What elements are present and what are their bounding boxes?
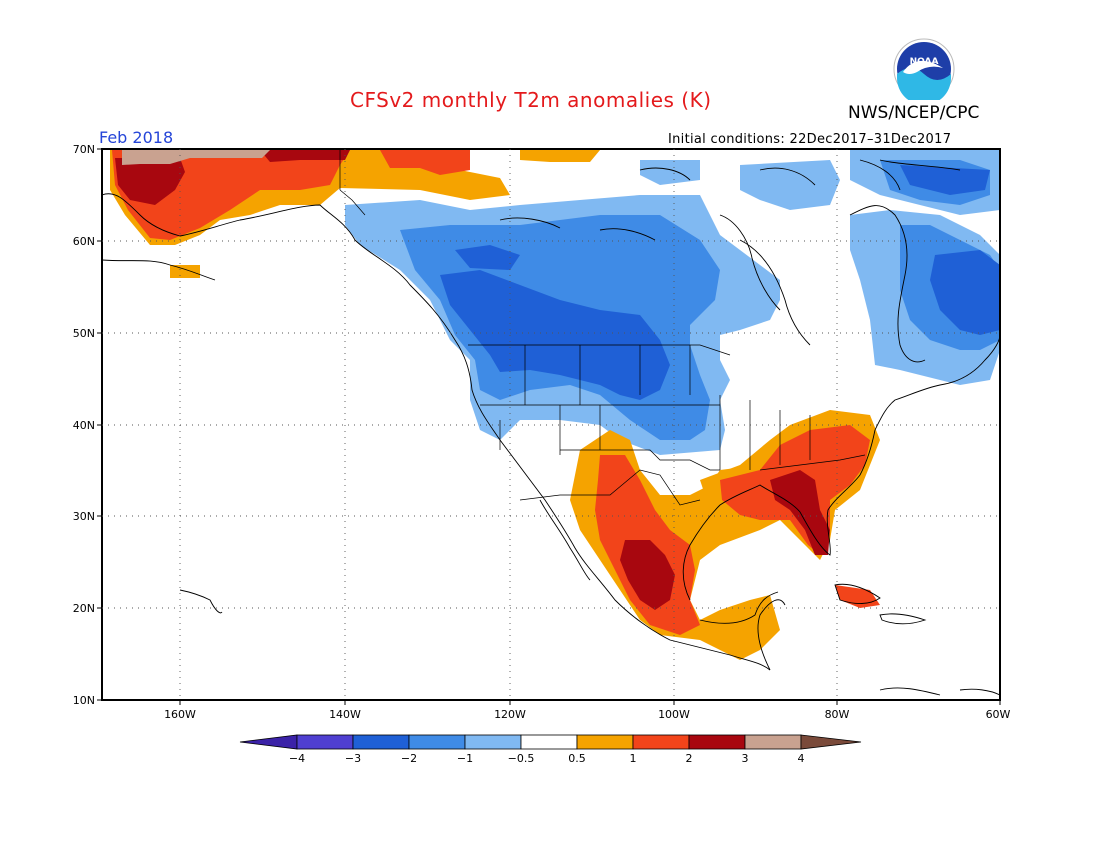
- caribbean-warm-red: [835, 585, 880, 608]
- borders: [339, 150, 866, 506]
- arctic-cold-light: [640, 160, 700, 185]
- labrador-cold-darkblue: [930, 250, 1000, 335]
- agency-label: NWS/NCEP/CPC: [848, 103, 980, 123]
- noaa-logo-icon: NOAA: [893, 38, 955, 100]
- colorbar-label: 3: [742, 752, 749, 765]
- colorbar-label: −2: [401, 752, 417, 765]
- colorbar-label: 0.5: [568, 752, 586, 765]
- lon-label: 60W: [986, 708, 1011, 721]
- colorbar-label: −1: [457, 752, 473, 765]
- colorbar-label: 4: [798, 752, 805, 765]
- lat-label: 60N: [73, 235, 95, 248]
- colorbar-swatch: [688, 734, 746, 750]
- colorbar-swatch: [408, 734, 466, 750]
- lat-label: 30N: [73, 510, 95, 523]
- mexico-warm-darkred: [620, 540, 675, 610]
- lon-label: 100W: [658, 708, 690, 721]
- canada-cold-mediumblue: [440, 270, 670, 400]
- colorbar-label: 2: [686, 752, 693, 765]
- lon-label: 160W: [164, 708, 196, 721]
- initial-conditions: Initial conditions: 22Dec2017–31Dec2017: [668, 132, 952, 147]
- forecast-period: Feb 2018: [99, 128, 174, 147]
- colorbar-swatch: [296, 734, 354, 750]
- colorbar-swatch: [352, 734, 410, 750]
- colorbar-swatch: [520, 734, 578, 750]
- lon-labels: 160W 140W 120W 100W 80W 60W: [164, 708, 1010, 721]
- colorbar-swatch: [576, 734, 634, 750]
- colorbar: −4 −3 −2 −1 −0.5 0.5 1 2 3 4: [239, 734, 862, 765]
- lat-label: 20N: [73, 602, 95, 615]
- colorbar-swatch: [464, 734, 522, 750]
- ticks: [97, 148, 1001, 705]
- coastlines: [102, 159, 1000, 696]
- colorbar-swatch: [744, 734, 802, 750]
- lat-labels: 70N 60N 50N 40N 30N 20N 10N: [73, 143, 95, 707]
- logo-text: NOAA: [910, 57, 939, 67]
- alaska-warm-orange-east: [520, 150, 600, 162]
- alaska-warm-darkred: [115, 158, 185, 205]
- alaska-warm-tan: [122, 150, 270, 165]
- alaska-warm-red-north2: [380, 150, 470, 175]
- colorbar-swatch: [632, 734, 690, 750]
- lon-label: 140W: [329, 708, 361, 721]
- alaska-warm-orange-spot: [170, 265, 200, 278]
- alaska-warm-darkred-north: [260, 150, 350, 162]
- colorbar-low-arrow: [239, 734, 298, 750]
- colorbar-label: −4: [289, 752, 305, 765]
- greenland-cold-darkblue: [900, 165, 990, 195]
- lat-label: 40N: [73, 419, 95, 432]
- lat-label: 50N: [73, 327, 95, 340]
- lon-label: 80W: [825, 708, 850, 721]
- lat-label: 10N: [73, 694, 95, 707]
- colorbar-high-arrow: [800, 734, 862, 750]
- colorbar-label: −0.5: [508, 752, 535, 765]
- lat-label: 70N: [73, 143, 95, 156]
- hudson-cold-light: [740, 160, 840, 210]
- colorbar-label: 1: [630, 752, 637, 765]
- map-title: CFSv2 monthly T2m anomalies (K): [350, 88, 712, 112]
- lon-label: 120W: [494, 708, 526, 721]
- canada-cold-spot: [455, 245, 520, 270]
- colorbar-label: −3: [345, 752, 361, 765]
